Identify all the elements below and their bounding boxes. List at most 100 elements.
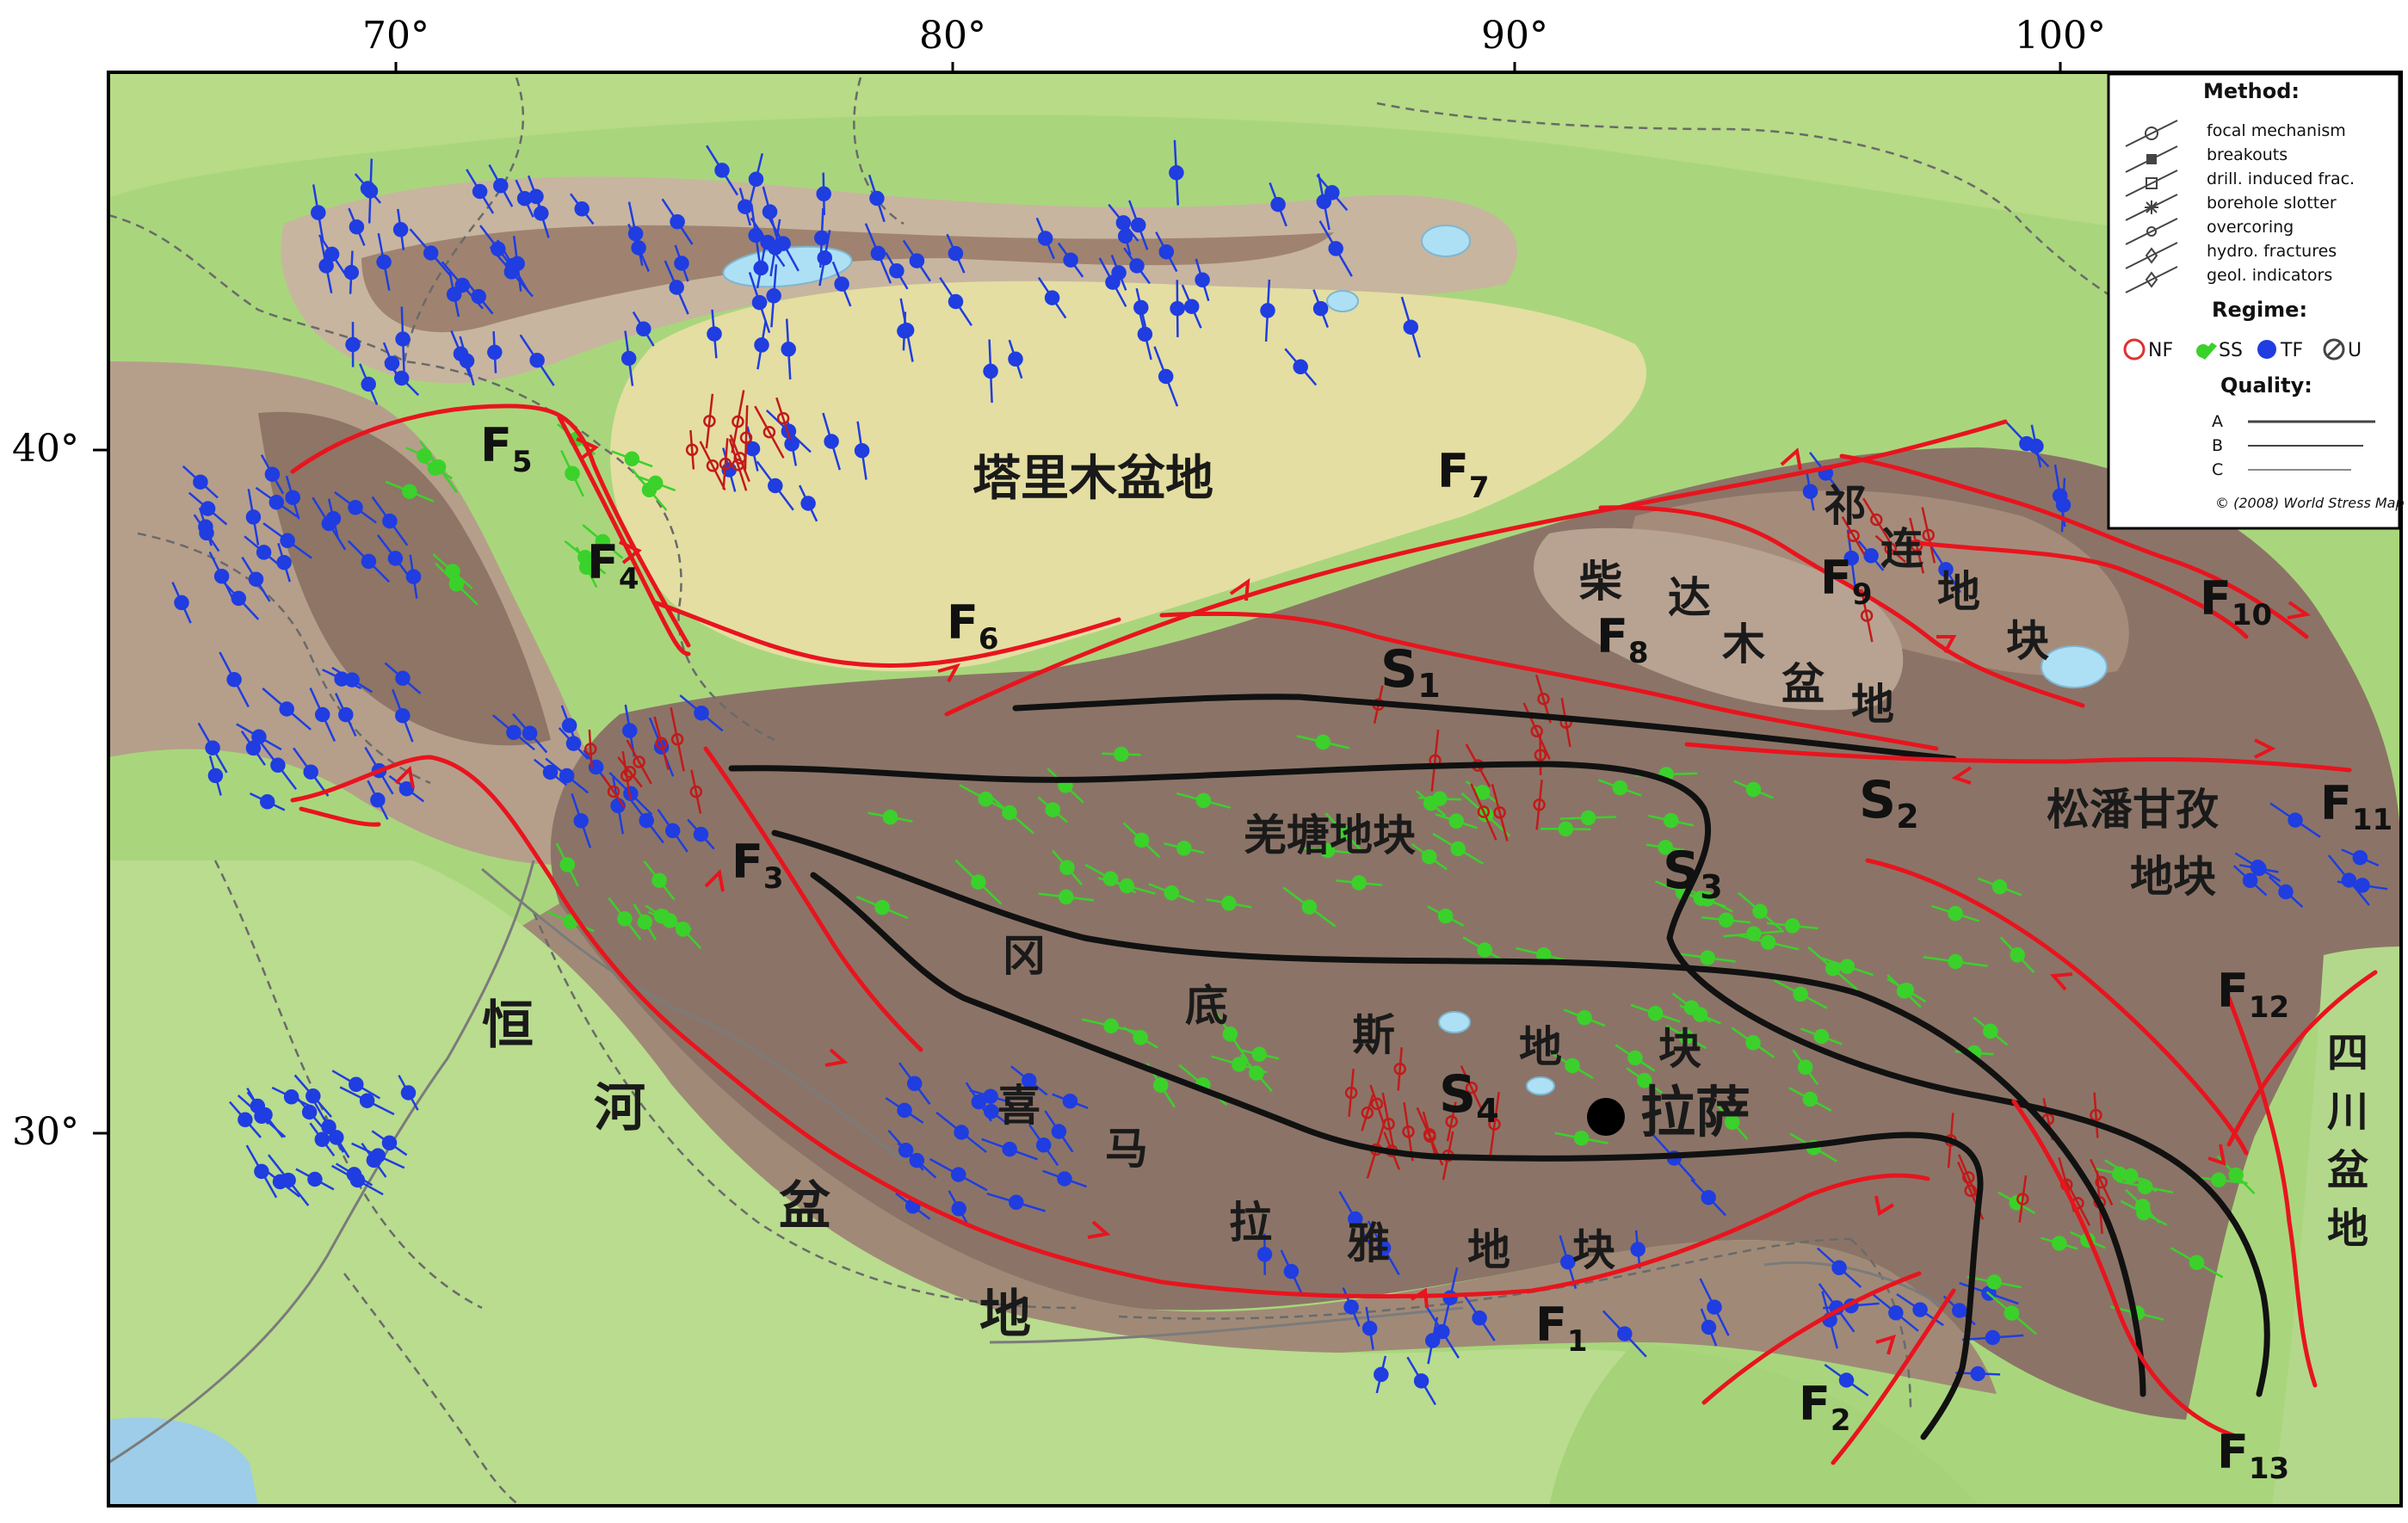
legend-method-3: drill. induced frac. [2207, 170, 2355, 188]
stress-indicator [1720, 914, 1732, 927]
stress-indicator [1566, 1059, 1579, 1072]
stress-indicator [825, 435, 838, 448]
stress-indicator [1064, 1094, 1077, 1107]
label-songpan-1: 松潘甘孜 [2047, 785, 2219, 835]
stress-indicator [261, 795, 274, 808]
legend-regime-nf: NF [2148, 340, 2173, 361]
stress-indicator [629, 227, 642, 240]
stress-indicator [872, 247, 885, 260]
stress-indicator [397, 333, 410, 346]
label-qaidam-2: 达 [1668, 573, 1711, 623]
stress-indicator [1685, 1002, 1698, 1014]
label-qaidam-1: 柴 [1579, 557, 1622, 607]
label-gangdese-3: 斯 [1352, 1010, 1395, 1060]
stress-indicator [306, 1089, 319, 1102]
stress-indicator [639, 916, 651, 928]
stress-indicator [287, 491, 299, 504]
stress-indicator [666, 824, 679, 837]
stress-indicator [911, 255, 923, 268]
stress-indicator [1171, 302, 1184, 315]
stress-indicator [1159, 370, 1172, 383]
stress-indicator [424, 247, 437, 260]
stress-indicator [389, 552, 402, 564]
stress-indicator [395, 372, 408, 385]
stress-indicator [1010, 353, 1022, 366]
stress-indicator [1345, 1301, 1358, 1314]
label-qaidam-4: 盆 [1781, 659, 1825, 709]
legend-regime-ss: SS [2219, 340, 2243, 361]
stress-indicator [2057, 498, 2070, 511]
stress-indicator [1363, 1322, 1376, 1335]
stress-indicator [1833, 1261, 1846, 1274]
stress-indicator [282, 1174, 295, 1187]
stress-indicator [259, 1108, 272, 1121]
label-qilian-2: 连 [1880, 524, 1923, 574]
stress-indicator [1131, 259, 1144, 272]
legend-method-2: breakouts [2207, 145, 2288, 164]
stress-indicator [232, 592, 245, 605]
stress-indicator [228, 673, 241, 686]
stress-indicator [1649, 1007, 1662, 1020]
stress-indicator [1330, 242, 1343, 255]
label-himalaya-4: 雅 [1347, 1218, 1390, 1268]
stress-indicator [2280, 885, 2293, 898]
stress-indicator [955, 1126, 968, 1139]
stress-indicator [362, 378, 375, 391]
stress-indicator [1185, 300, 1198, 313]
label-qaidam-5: 地 [1851, 680, 1894, 730]
stress-indicator [566, 467, 579, 480]
label-gangdese-4: 地 [1519, 1022, 1562, 1072]
stress-indicator [378, 256, 391, 268]
stress-indicator [1046, 292, 1059, 305]
stress-indicator [1258, 1248, 1271, 1261]
stress-indicator [473, 185, 486, 198]
stress-indicator [1450, 815, 1463, 828]
stress-indicator [450, 577, 463, 590]
stress-indicator [1135, 834, 1148, 847]
stress-indicator [394, 223, 407, 236]
stress-indicator [1294, 361, 1307, 373]
stress-indicator [911, 1154, 923, 1167]
stress-indicator [1949, 907, 1962, 920]
stress-indicator [361, 1094, 374, 1107]
stress-indicator [1197, 794, 1210, 807]
stress-indicator [782, 342, 795, 355]
label-himalaya-3: 拉 [1229, 1198, 1272, 1248]
stress-indicator [460, 355, 473, 367]
legend-method-6: hydro. fractures [2207, 242, 2337, 261]
label-ganges-4: 地 [979, 1285, 1031, 1345]
stress-indicator [815, 231, 828, 244]
stress-indicator [1177, 842, 1190, 854]
stress-indicator [201, 503, 214, 515]
stress-indicator [1575, 1131, 1588, 1144]
stress-indicator [1314, 302, 1327, 315]
stress-indicator [818, 188, 830, 200]
stress-indicator [576, 202, 589, 215]
stress-indicator [281, 703, 293, 716]
stress-indicator [281, 534, 294, 547]
stress-indicator [194, 476, 207, 489]
stress-indicator [1426, 1335, 1439, 1347]
stress-indicator [949, 295, 962, 308]
stress-indicator [1629, 1051, 1642, 1064]
y-tick-30: 30° [12, 1110, 79, 1154]
stress-indicator [209, 769, 222, 782]
stress-indicator [247, 510, 260, 523]
stress-indicator [2252, 862, 2265, 875]
stress-indicator [1253, 1048, 1266, 1061]
stress-indicator [270, 496, 283, 509]
stress-indicator [1196, 274, 1209, 287]
legend-regime-title: Regime: [2212, 298, 2307, 322]
stress-indicator [979, 792, 992, 805]
stress-indicator [768, 289, 781, 302]
stress-indicator [266, 468, 279, 481]
stress-indicator [1988, 1276, 2001, 1289]
stress-indicator [1374, 1368, 1387, 1381]
stress-indicator [1473, 1311, 1486, 1324]
stress-indicator [1317, 736, 1330, 749]
stress-indicator [637, 323, 650, 336]
stress-indicator [257, 546, 270, 558]
stress-indicator [1047, 804, 1059, 817]
stress-indicator [2356, 879, 2369, 891]
breakouts-icon [2147, 155, 2156, 163]
